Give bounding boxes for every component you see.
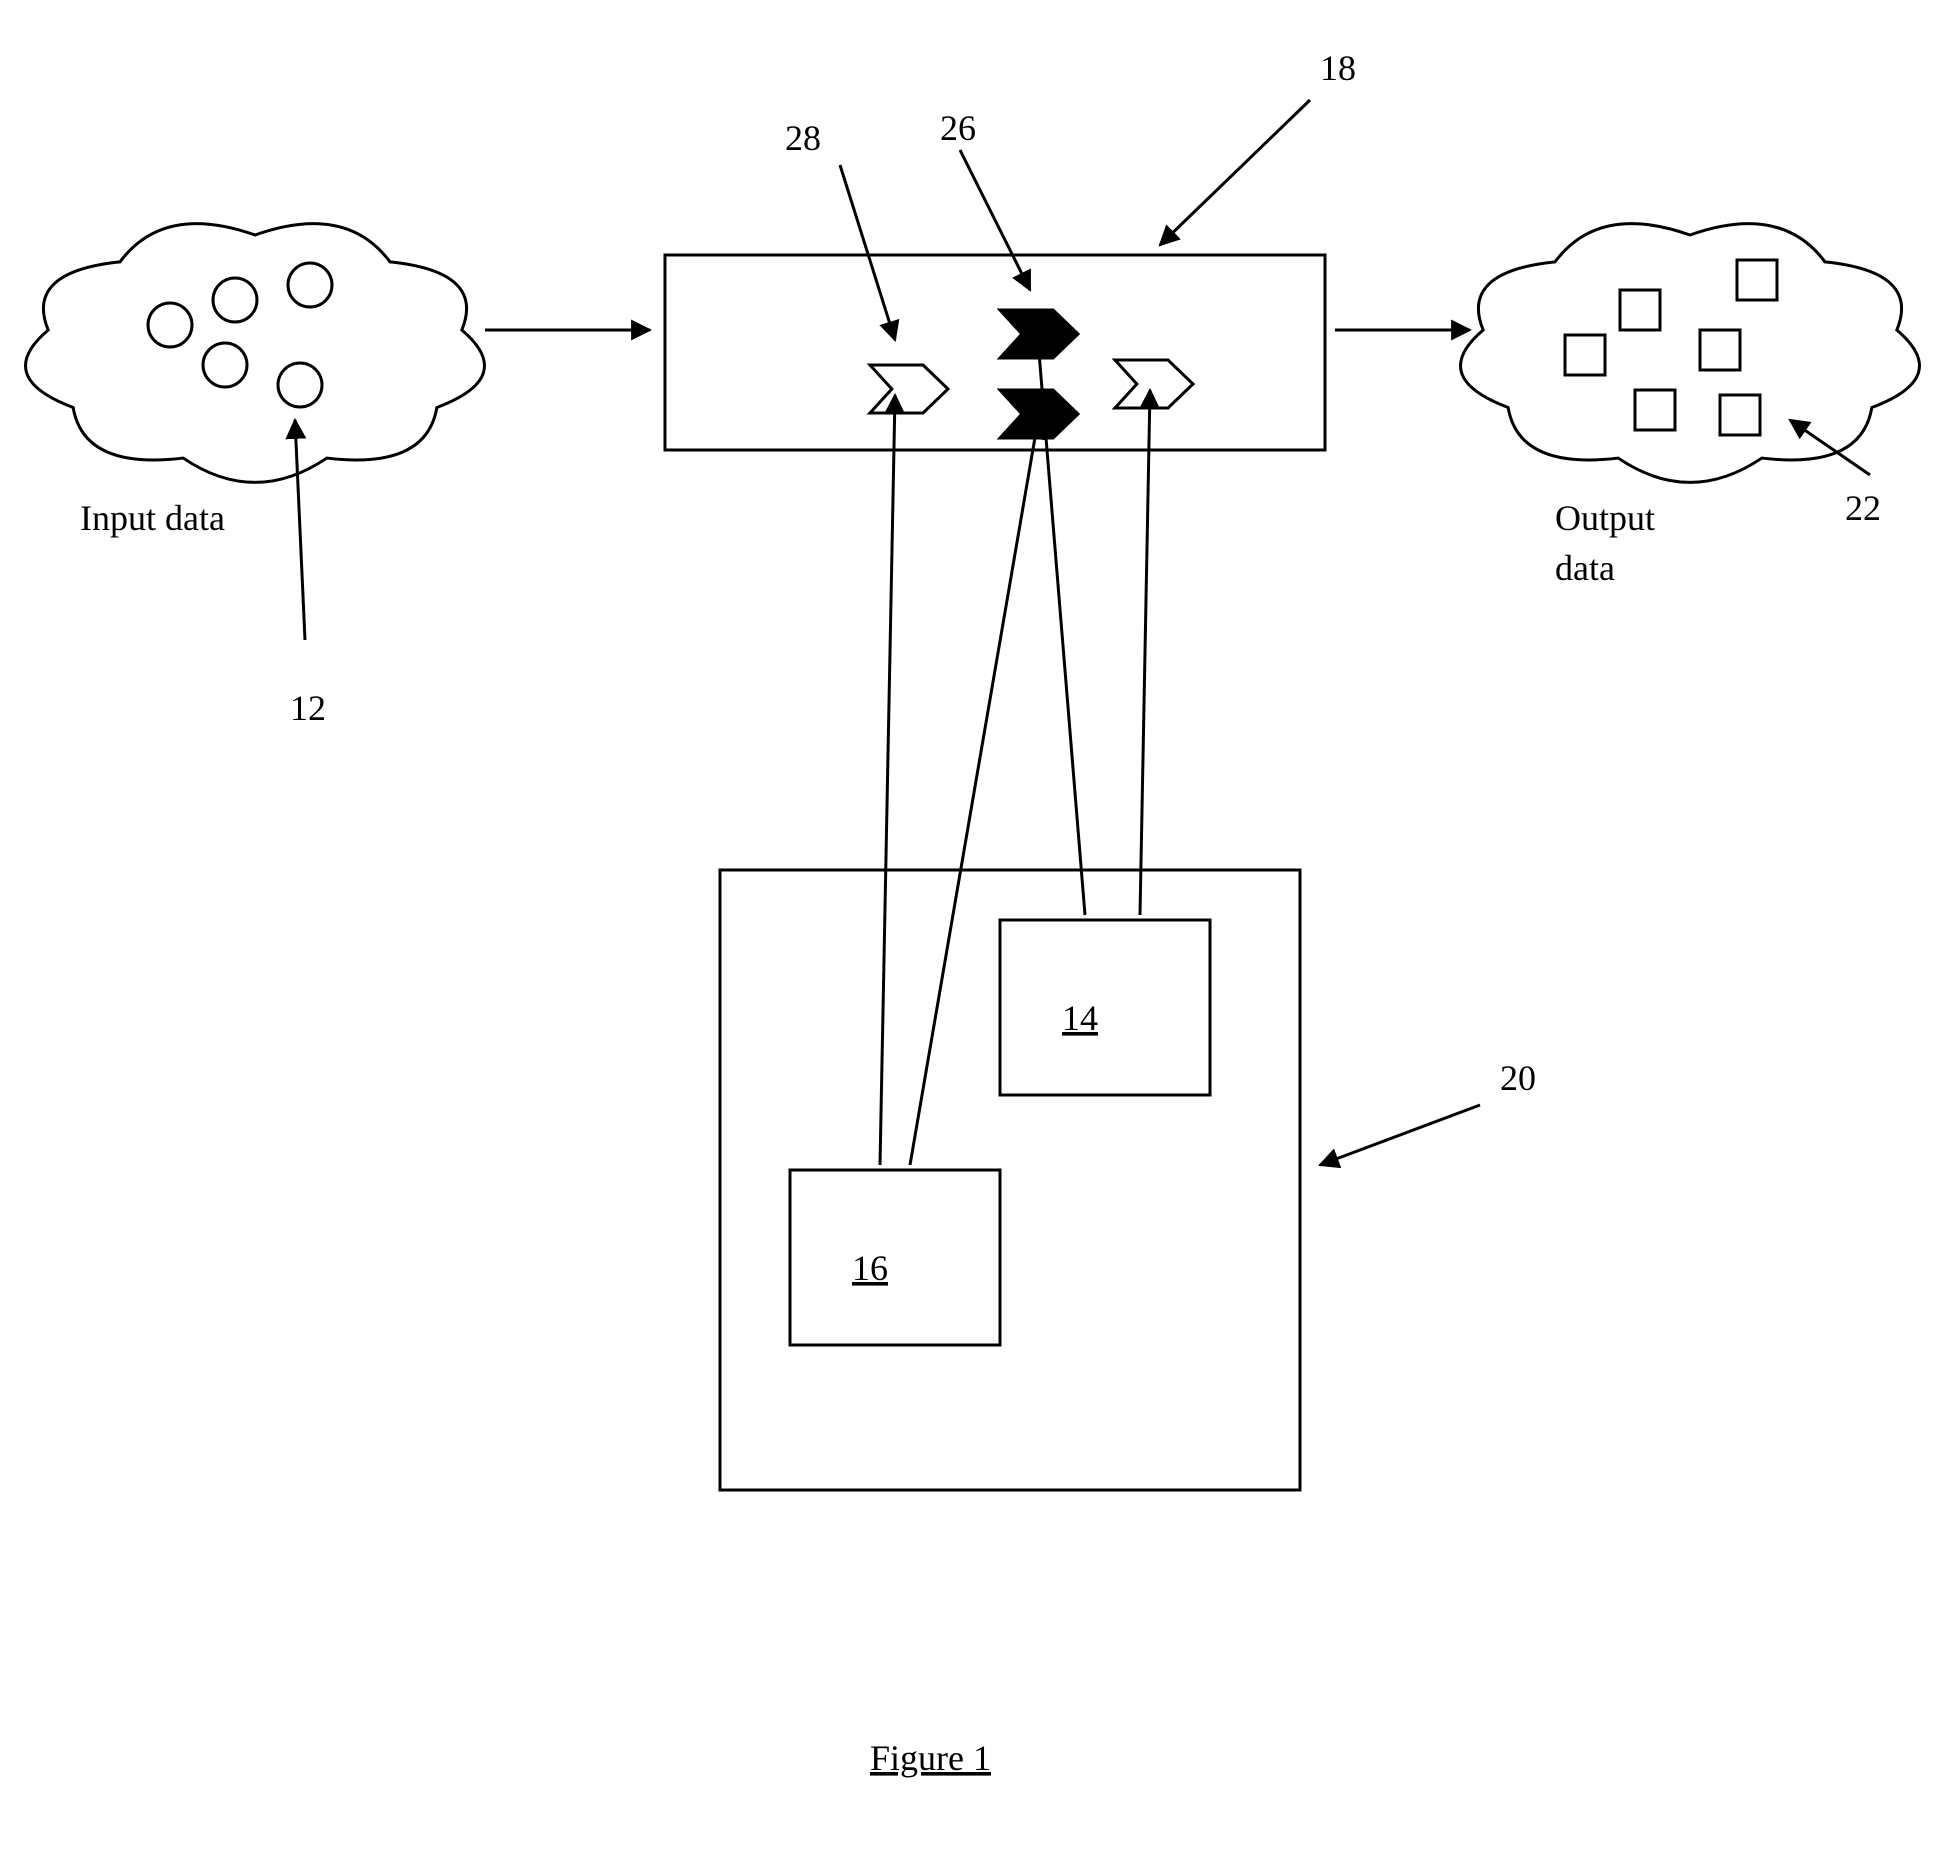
label-output-data: Output bbox=[1555, 498, 1655, 538]
input-datum-circle bbox=[148, 303, 192, 347]
ref-num-14: 14 bbox=[1062, 998, 1098, 1038]
ref-num-16: 16 bbox=[852, 1248, 888, 1288]
output-datum-square bbox=[1700, 330, 1740, 370]
output-datum-square bbox=[1737, 260, 1777, 300]
ref-num-18: 18 bbox=[1320, 48, 1356, 88]
ref-num-12: 12 bbox=[290, 688, 326, 728]
output-datum-square bbox=[1620, 290, 1660, 330]
arrow-a_20 bbox=[1320, 1105, 1480, 1165]
module-box-14 bbox=[1000, 920, 1210, 1095]
ref-num-22: 22 bbox=[1845, 488, 1881, 528]
output-datum-square bbox=[1720, 395, 1760, 435]
processor-box-18 bbox=[665, 255, 1325, 450]
figure-caption: Figure 1 bbox=[870, 1738, 991, 1778]
ref-num-26: 26 bbox=[940, 108, 976, 148]
output-datum-square bbox=[1635, 390, 1675, 430]
output-data-cloud bbox=[1461, 224, 1920, 483]
input-datum-circle bbox=[278, 363, 322, 407]
arrow-a_18 bbox=[1160, 100, 1310, 245]
figure-1-diagram: Input data Output data 12 18 20 22 26 28 14 16 Figu… bbox=[0, 0, 1949, 1869]
ref-num-28: 28 bbox=[785, 118, 821, 158]
input-data-cloud bbox=[26, 224, 485, 483]
arrow-a_16_to_28a bbox=[880, 395, 895, 1165]
label-output-data: data bbox=[1555, 548, 1615, 588]
module-box-16 bbox=[790, 1170, 1000, 1345]
input-datum-circle bbox=[288, 263, 332, 307]
ref-num-20: 20 bbox=[1500, 1058, 1536, 1098]
input-datum-circle bbox=[203, 343, 247, 387]
label-input-data: Input data bbox=[80, 498, 225, 538]
arrow-a_14_to_28b bbox=[1140, 390, 1150, 915]
input-datum-circle bbox=[213, 278, 257, 322]
output-datum-square bbox=[1565, 335, 1605, 375]
